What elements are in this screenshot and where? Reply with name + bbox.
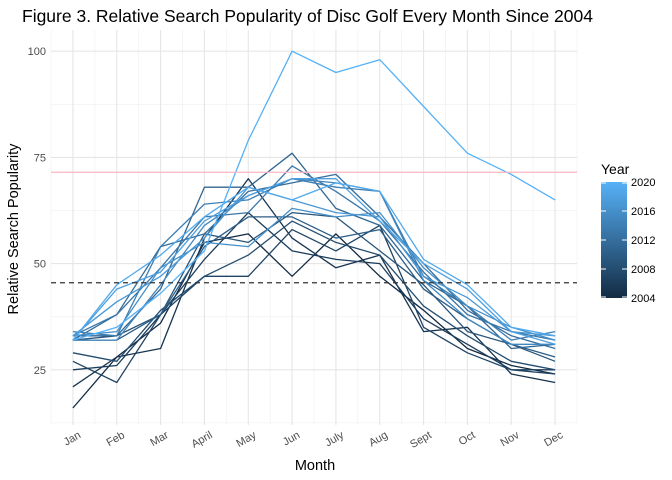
y-tick-label: 100 xyxy=(28,46,46,58)
x-tick-label: Aug xyxy=(367,429,390,449)
legend-tick-label: 2016 xyxy=(631,206,655,218)
series-line-2016 xyxy=(72,207,556,341)
x-tick-label: July xyxy=(323,429,346,449)
x-tick-label: Jun xyxy=(281,429,302,448)
x-tick-label: Jan xyxy=(62,429,83,448)
y-tick-label: 75 xyxy=(34,152,46,164)
series-line-2018 xyxy=(72,178,556,345)
series-lines xyxy=(51,50,577,409)
chart-title: Figure 3. Relative Search Popularity of … xyxy=(22,6,593,26)
x-tick-label: April xyxy=(190,429,215,450)
legend-title: Year xyxy=(601,161,630,177)
legend-tick-label: 2004 xyxy=(631,293,655,305)
legend-ticks: 2004 2008 2012 2016 2020 xyxy=(601,177,655,305)
legend-tick-label: 2020 xyxy=(631,177,655,189)
x-tick-label: May xyxy=(234,429,258,450)
series-line-2007 xyxy=(72,224,556,384)
x-tick-label: Nov xyxy=(498,429,521,449)
series-line-2014 xyxy=(72,178,556,341)
series-line-2017 xyxy=(72,186,556,337)
x-axis-title: Month xyxy=(295,458,335,474)
y-tick-label: 25 xyxy=(34,365,46,377)
legend-tick-label: 2008 xyxy=(631,264,655,276)
x-tick-label: Dec xyxy=(542,429,565,449)
x-tick-label: Mar xyxy=(148,429,171,449)
y-axis-title: Relative Search Popularity xyxy=(6,143,22,315)
y-axis-ticks: 25 50 75 100 xyxy=(28,46,46,377)
x-tick-label: Sept xyxy=(408,429,434,451)
y-tick-label: 50 xyxy=(34,259,46,271)
series-line-2005 xyxy=(72,178,556,388)
color-legend: Year 2004 2008 2012 2016 2020 xyxy=(601,161,655,305)
series-line-2019 xyxy=(72,182,556,341)
grid xyxy=(50,30,578,425)
series-line-2015 xyxy=(72,178,556,345)
x-tick-label: Oct xyxy=(457,429,478,448)
series-line-2020 xyxy=(72,50,556,341)
series-line-2006 xyxy=(72,211,556,371)
x-axis-ticks: Jan Feb Mar April May Jun July Aug Sept Oct Nov Dec xyxy=(62,429,566,451)
legend-tick-label: 2012 xyxy=(631,235,655,247)
x-tick-label: Feb xyxy=(104,429,126,449)
